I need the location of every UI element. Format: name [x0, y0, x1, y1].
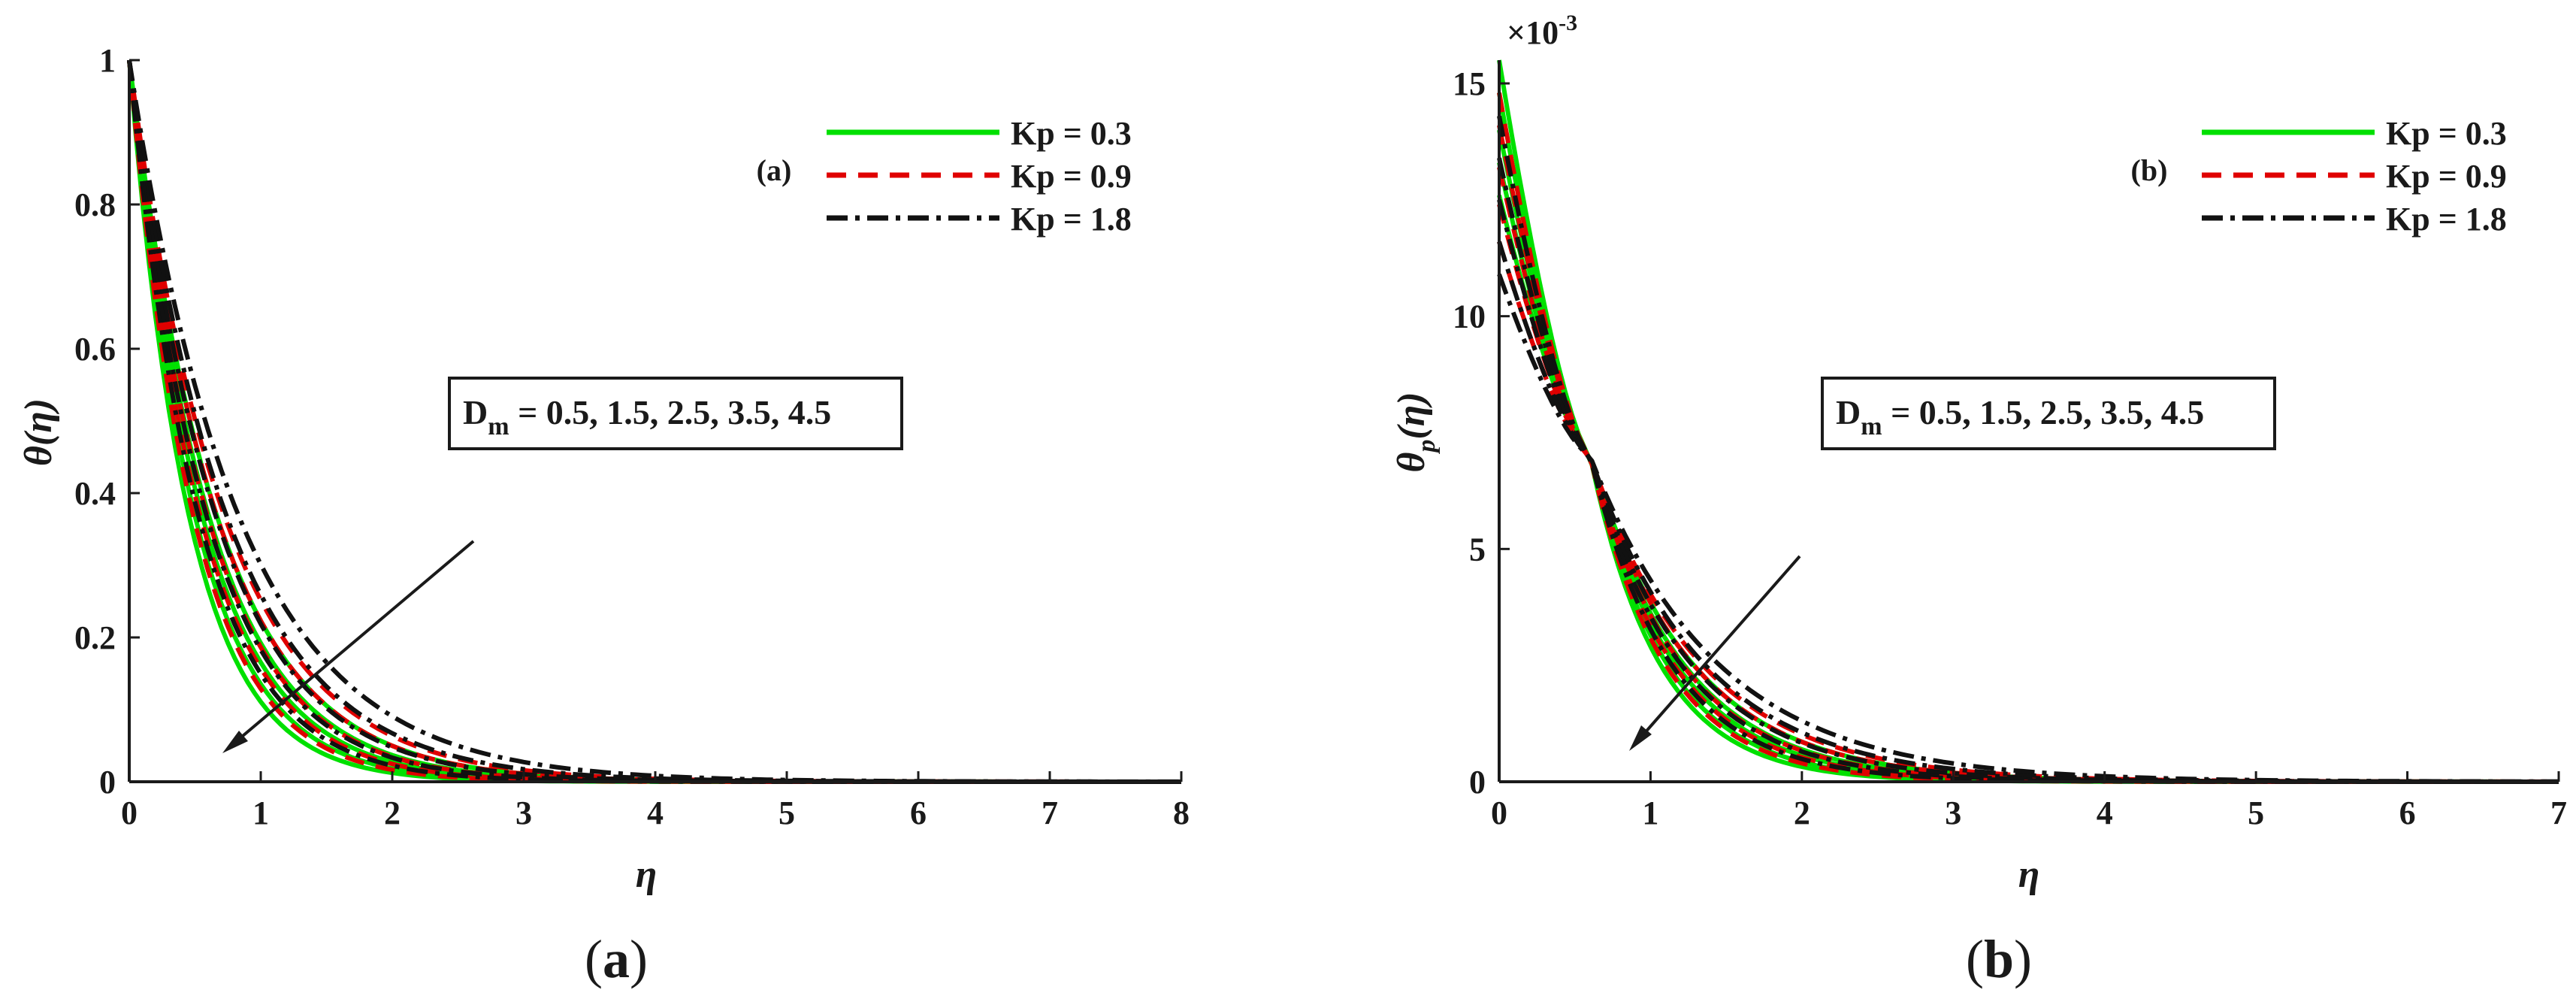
panel-b-ytick-label: 15 — [1453, 65, 1486, 102]
panel-b-annotation-text: Dm = 0.5, 1.5, 2.5, 3.5, 4.5 — [1836, 393, 2204, 440]
panel-a-ytick-label: 0.2 — [74, 619, 116, 656]
panel-b-xlabel: η — [2018, 853, 2040, 896]
panel-b-curve-kp1-dm0 — [1497, 92, 2559, 784]
panel-b-tag: (b) — [2131, 153, 2168, 187]
panel-a-legend: Kp = 0.3 Kp = 0.9 Kp = 1.8 — [827, 115, 1132, 238]
panel-a-ytick-label: 0 — [99, 764, 116, 801]
panel-b-xtick-label: 4 — [2097, 795, 2113, 831]
panel-b-curve-kp0-dm3 — [1497, 162, 2559, 784]
panel-b-xtick-label: 2 — [1794, 795, 1810, 831]
panel-b-legend: Kp = 0.3 Kp = 0.9 Kp = 1.8 — [2202, 115, 2507, 238]
panel-a-legend-label-1: Kp = 0.9 — [1011, 158, 1132, 195]
panel-b-legend-label-0: Kp = 0.3 — [2386, 115, 2507, 152]
panel-b-arrow — [1629, 555, 1801, 751]
panel-b-legend-label-2: Kp = 1.8 — [2386, 201, 2507, 238]
panel-b-curve-kp2-dm1 — [1497, 157, 2559, 784]
panel-b-xtick-label: 5 — [2248, 795, 2264, 831]
panel-b-curve-kp1-dm3 — [1497, 204, 2559, 784]
panel-b-xtick-label: 3 — [1945, 795, 1961, 831]
panel-b-axes — [1498, 60, 2559, 783]
panel-a-annotation-text: Dm = 0.5, 1.5, 2.5, 3.5, 4.5 — [463, 393, 831, 440]
panel-b-ytick-label: 0 — [1469, 764, 1486, 801]
panel-a-xtick-label: 1 — [252, 795, 269, 831]
panel-b-xtick-label: 0 — [1491, 795, 1507, 831]
panel-a: 0 1 2 3 4 5 6 7 8 0 0.2 0.4 0.6 0.8 1 η θ(η) (a) Kp = … — [17, 42, 1190, 989]
panel-b-curve-kp2-dm2 — [1497, 199, 2559, 784]
panel-b: 0 1 2 3 4 5 6 7 0 5 10 15 η θp(η) ×10-3 (b) Kp = 0.… — [1390, 11, 2567, 989]
panel-a-legend-label-2: Kp = 1.8 — [1011, 201, 1132, 238]
panel-b-caption: (b) — [1966, 929, 2032, 989]
panel-b-xtick-label: 1 — [1642, 795, 1658, 831]
panel-b-curve-kp1-dm2 — [1497, 166, 2559, 784]
panel-b-ytick-label: 5 — [1469, 531, 1486, 568]
arrowhead-icon — [1629, 725, 1652, 751]
panel-a-xtick-label: 6 — [910, 795, 927, 831]
panel-a-xtick-label: 2 — [384, 795, 401, 831]
panel-a-caption: (a) — [585, 929, 648, 989]
panel-a-xtick-label: 8 — [1173, 795, 1190, 831]
panel-a-xtick-label: 5 — [779, 795, 795, 831]
panel-b-ticks: 0 1 2 3 4 5 6 7 0 5 10 15 — [1453, 65, 2567, 831]
panel-b-curve-kp2-dm0 — [1497, 115, 2559, 784]
arrowhead-icon — [222, 731, 248, 753]
panel-b-xtick-label: 7 — [2550, 795, 2567, 831]
panel-b-curve-kp0-dm4 — [1497, 194, 2559, 784]
panel-a-ticks: 0 1 2 3 4 5 6 7 8 0 0.2 0.4 0.6 0.8 1 — [74, 42, 1190, 831]
panel-b-curve-kp1-dm4 — [1497, 241, 2559, 784]
panel-b-ytick-label: 10 — [1453, 298, 1486, 335]
panel-a-legend-label-0: Kp = 0.3 — [1011, 115, 1132, 152]
panel-a-xtick-label: 0 — [121, 795, 138, 831]
panel-b-xtick-label: 6 — [2399, 795, 2416, 831]
panel-a-ylabel: θ(η) — [17, 398, 60, 466]
panel-a-ytick-label: 0.6 — [74, 331, 116, 368]
panel-b-curve-kp2-dm4 — [1497, 273, 2559, 784]
panel-a-tag: (a) — [757, 153, 792, 187]
panel-a-annotation: Dm = 0.5, 1.5, 2.5, 3.5, 4.5 — [448, 377, 903, 450]
panel-b-curve-kp2-dm3 — [1497, 241, 2559, 784]
panel-b-annotation: Dm = 0.5, 1.5, 2.5, 3.5, 4.5 — [1821, 377, 2276, 450]
panel-b-y-scale: ×10-3 — [1507, 11, 1577, 51]
panel-a-arrow — [222, 540, 475, 753]
panel-a-xtick-label: 3 — [516, 795, 532, 831]
panel-b-annotation-box — [1821, 377, 2276, 450]
panel-a-ytick-label: 0.4 — [74, 475, 116, 512]
panel-b-ylabel: θp(η) — [1390, 392, 1441, 472]
panel-a-xtick-label: 7 — [1042, 795, 1058, 831]
panel-a-ytick-label: 0.8 — [74, 186, 116, 223]
panel-a-xlabel: η — [636, 853, 658, 896]
panel-a-xtick-label: 4 — [647, 795, 664, 831]
panel-a-ytick-label: 1 — [99, 42, 116, 79]
panel-b-legend-label-1: Kp = 0.9 — [2386, 158, 2507, 195]
panel-a-annotation-box — [448, 377, 903, 450]
